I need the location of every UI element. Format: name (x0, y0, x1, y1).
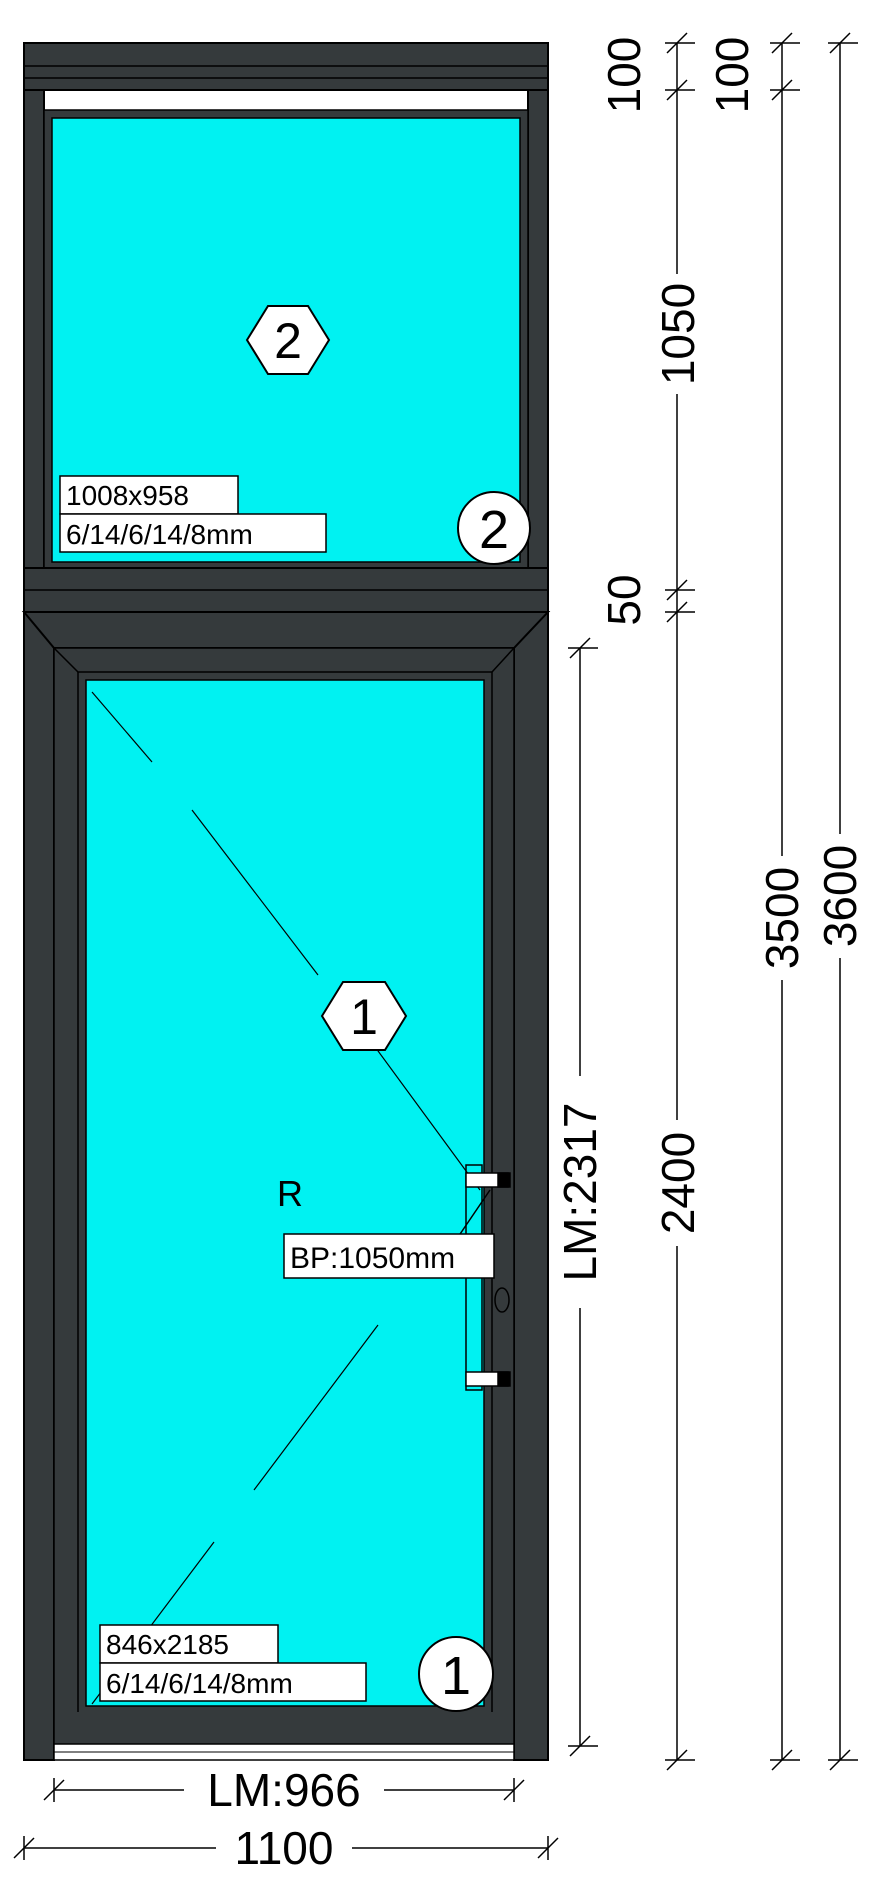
door-panel-marker: 1 (320, 981, 408, 1051)
door-frame-right-jamb (513, 611, 549, 1761)
door-panel-corner-marker: 1 (418, 1636, 494, 1712)
dimension-labels: 100 100 1050 50 2400 3500 3600 LM:2317 L… (184, 37, 866, 1874)
dim-h-100-a: 100 (598, 37, 650, 114)
top-panel-corner-marker: 2 (457, 491, 531, 565)
svg-text:2: 2 (479, 500, 509, 560)
dim-h-2400: 2400 (652, 1132, 704, 1234)
opening-side-label: R (277, 1173, 303, 1214)
dim-h-50: 50 (598, 574, 650, 625)
svg-text:2: 2 (274, 313, 302, 369)
top-panel-size: 1008x958 (66, 480, 189, 511)
opening-direction-lines (91, 691, 481, 1705)
top-frame-right-jamb (527, 89, 549, 591)
door-panel-spec-box: 846x2185 6/14/6/14/8mm (99, 1624, 367, 1702)
dim-h-3600: 3600 (814, 845, 866, 947)
top-panel-marker: 2 (245, 305, 331, 375)
top-frame-left-jamb (23, 89, 45, 591)
dim-h-3500: 3500 (756, 867, 808, 969)
dim-h-100-b: 100 (706, 37, 758, 114)
handle-height-box: BP:1050mm (283, 1233, 495, 1279)
svg-text:1: 1 (350, 989, 378, 1045)
top-panel-glass: 6/14/6/14/8mm (66, 519, 253, 550)
top-panel-spec-box: 1008x958 6/14/6/14/8mm (59, 475, 327, 553)
handle-height-label: BP:1050mm (290, 1242, 455, 1275)
door-panel-glass: 6/14/6/14/8mm (106, 1668, 293, 1699)
svg-text:1: 1 (441, 1646, 471, 1706)
dim-leaf-height: LM:2317 (554, 1102, 606, 1281)
door-frame-left-jamb (23, 611, 55, 1761)
door-frame-head (21, 611, 551, 649)
dim-total-width: 1100 (235, 1822, 334, 1874)
door-panel-size: 846x2185 (106, 1629, 229, 1660)
dim-h-1050: 1050 (652, 283, 704, 385)
door-glass-pane (85, 679, 485, 1707)
dim-leaf-width: LM:966 (207, 1764, 360, 1816)
